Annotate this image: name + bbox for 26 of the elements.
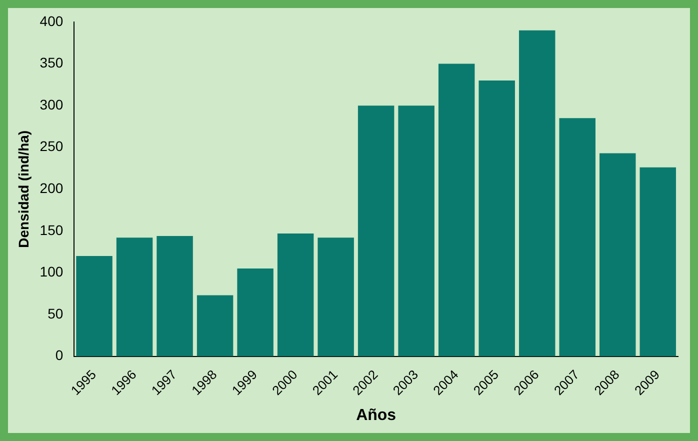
y-tick-label: 0 — [55, 347, 64, 364]
bar — [196, 295, 234, 356]
bar — [358, 106, 394, 356]
y-tick-label: 300 — [40, 96, 64, 112]
bar — [600, 153, 636, 356]
bar — [116, 238, 153, 356]
bar — [277, 233, 314, 356]
y-tick-label: 150 — [40, 222, 64, 238]
y-tick-label: 250 — [40, 138, 64, 154]
y-tick-label: 400 — [40, 12, 64, 29]
bar — [237, 268, 274, 356]
x-axis-title: Años — [356, 406, 396, 424]
bar — [640, 167, 676, 356]
bar — [156, 236, 193, 356]
bar — [518, 30, 556, 356]
bar — [478, 80, 515, 356]
y-axis-title: Densidad (ind/ha) — [15, 130, 32, 248]
y-tick-label: 200 — [40, 180, 64, 196]
y-tick-label: 100 — [40, 264, 64, 280]
bar — [76, 256, 112, 356]
y-tick-label: 350 — [40, 54, 64, 71]
bar — [398, 106, 434, 356]
bar — [559, 118, 596, 356]
y-tick-label: 50 — [48, 305, 64, 322]
bar — [438, 64, 475, 356]
bar — [318, 238, 354, 356]
